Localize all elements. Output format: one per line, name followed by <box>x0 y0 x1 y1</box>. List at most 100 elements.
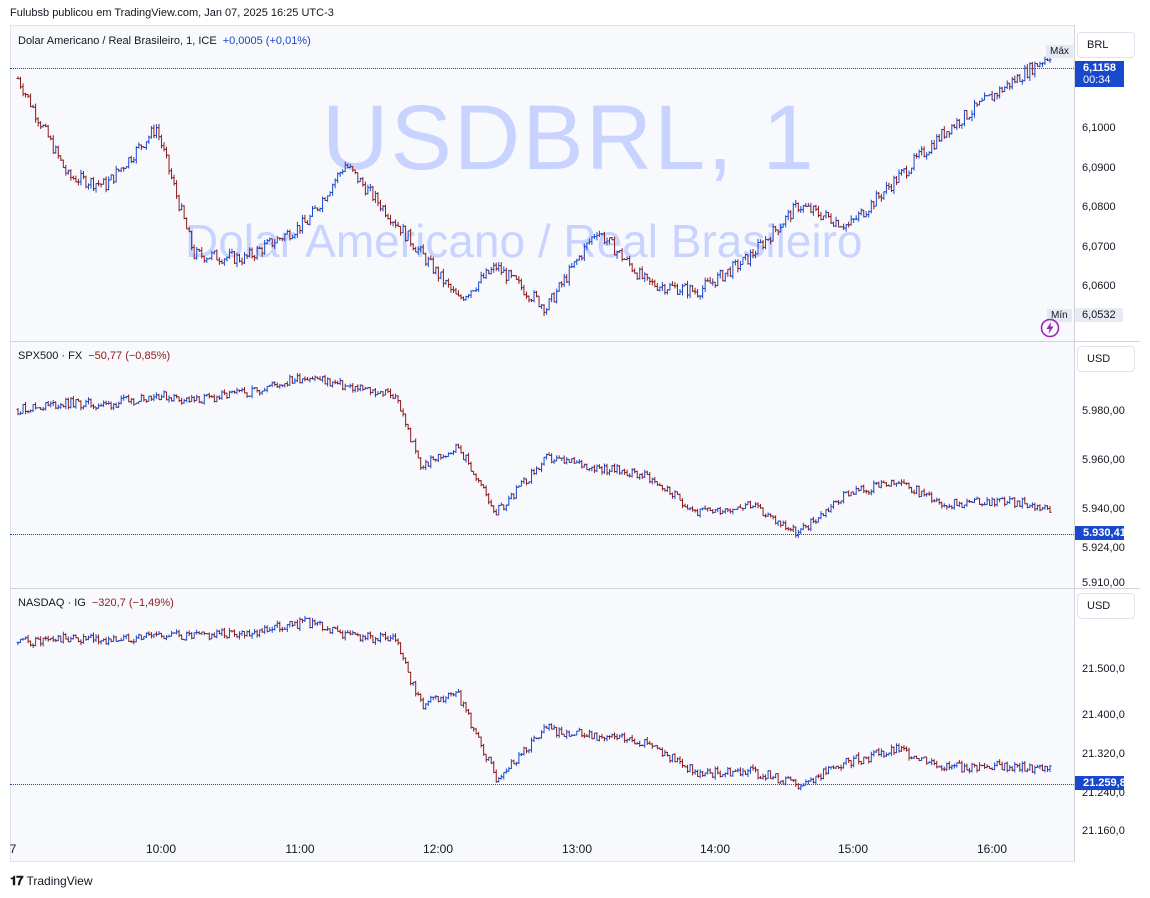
price-bar <box>371 185 375 202</box>
price-bar <box>542 456 546 466</box>
price-bar <box>439 271 443 280</box>
price-bar <box>811 516 815 524</box>
price-bar <box>643 469 647 479</box>
price-axis-column[interactable] <box>1074 25 1140 862</box>
pane-legend-usdbrl[interactable]: Dolar Americano / Real Brasileiro, 1, IC… <box>18 35 311 47</box>
pane-separator[interactable] <box>10 341 1140 342</box>
price-bar <box>353 169 357 175</box>
price-bar <box>688 284 692 299</box>
price-bar <box>51 135 55 154</box>
price-bar <box>29 93 33 108</box>
pane-legend-nasdaq[interactable]: NASDAQ · IG −320,7 (−1,49%) <box>18 597 174 609</box>
price-bar <box>396 638 400 646</box>
pane-legend-spx500[interactable]: SPX500 · FX −50,77 (−0,85%) <box>18 350 170 362</box>
price-bar <box>960 760 964 773</box>
price-bar <box>514 761 518 766</box>
price-bar <box>484 753 488 763</box>
price-bar <box>746 768 750 778</box>
price-bar <box>351 383 355 393</box>
price-bar <box>328 191 332 197</box>
price-bar <box>285 381 289 387</box>
currency-unit-button[interactable]: USD <box>1077 593 1135 619</box>
price-bar <box>245 392 249 398</box>
last-price-value: 6,1158 <box>1083 62 1117 74</box>
price-bar <box>180 397 184 405</box>
price-bar <box>562 274 566 288</box>
nasdaq-price-series[interactable] <box>10 610 1074 815</box>
price-bar <box>343 383 347 391</box>
price-bar <box>97 180 101 187</box>
price-bar <box>1028 62 1032 81</box>
price-bar <box>157 393 161 401</box>
price-bar <box>220 628 224 637</box>
price-bar <box>1040 764 1044 771</box>
price-bar <box>74 175 78 183</box>
price-bar <box>431 256 435 274</box>
pane-separator[interactable] <box>10 588 1140 589</box>
currency-unit-button[interactable]: USD <box>1077 346 1135 372</box>
price-tick: 5.960,00 <box>1082 454 1125 466</box>
price-bar <box>819 773 823 781</box>
price-bar <box>227 248 231 259</box>
price-bar <box>701 285 705 299</box>
price-bar <box>81 170 85 180</box>
price-bar <box>112 634 116 642</box>
price-bar <box>927 151 931 156</box>
price-bar <box>159 134 163 149</box>
price-bar <box>867 756 871 764</box>
price-bar <box>348 163 352 169</box>
price-bar <box>49 135 53 141</box>
price-bar <box>406 230 410 242</box>
price-bar <box>776 773 780 784</box>
price-bar <box>746 254 750 265</box>
price-bar <box>633 467 637 474</box>
price-bar <box>94 634 98 642</box>
price-bar <box>278 621 282 633</box>
price-bar <box>983 92 987 101</box>
price-bar <box>378 199 382 212</box>
time-tick: 10:00 <box>145 842 177 856</box>
price-bar <box>479 480 483 487</box>
price-bar <box>71 395 75 408</box>
price-bar <box>167 395 171 403</box>
tradingview-logo[interactable]: 𝟏𝟕 TradingView <box>10 873 93 889</box>
price-bar <box>64 633 68 640</box>
price-bar <box>147 395 151 402</box>
price-bar <box>368 183 372 192</box>
price-bar <box>147 631 151 636</box>
price-bar <box>618 734 622 739</box>
price-bar <box>275 382 279 389</box>
price-bar <box>71 634 75 640</box>
price-bar <box>426 256 430 268</box>
price-tick: 5.940,00 <box>1082 503 1125 515</box>
price-bar <box>925 152 929 160</box>
price-bar <box>1003 762 1007 771</box>
price-tick: 21.500,0 <box>1082 663 1125 675</box>
price-bar <box>691 764 695 776</box>
price-bar <box>363 635 367 641</box>
price-bar <box>250 247 254 259</box>
price-bar <box>449 283 453 293</box>
price-bar <box>741 768 745 777</box>
price-bar <box>610 733 614 738</box>
spx500-price-series[interactable] <box>10 362 1074 558</box>
price-tick: 6,1000 <box>1082 122 1116 134</box>
price-bar <box>492 760 496 774</box>
chart-area[interactable] <box>10 25 1140 862</box>
price-bar <box>343 161 347 173</box>
price-bar <box>590 236 594 245</box>
price-bar <box>383 631 387 641</box>
price-bar <box>129 155 133 164</box>
usdbrl-price-series[interactable] <box>10 50 1074 320</box>
price-bar <box>811 205 815 216</box>
price-bar <box>542 304 546 316</box>
price-bar <box>86 635 90 641</box>
price-bar <box>61 631 65 644</box>
lightning-bolt-icon[interactable] <box>1040 318 1060 338</box>
price-bar <box>497 776 501 783</box>
currency-unit-button[interactable]: BRL <box>1077 32 1135 58</box>
last-price-line <box>10 68 1074 69</box>
price-bar <box>849 215 853 226</box>
price-bar <box>94 406 98 411</box>
price-bar <box>119 395 123 405</box>
